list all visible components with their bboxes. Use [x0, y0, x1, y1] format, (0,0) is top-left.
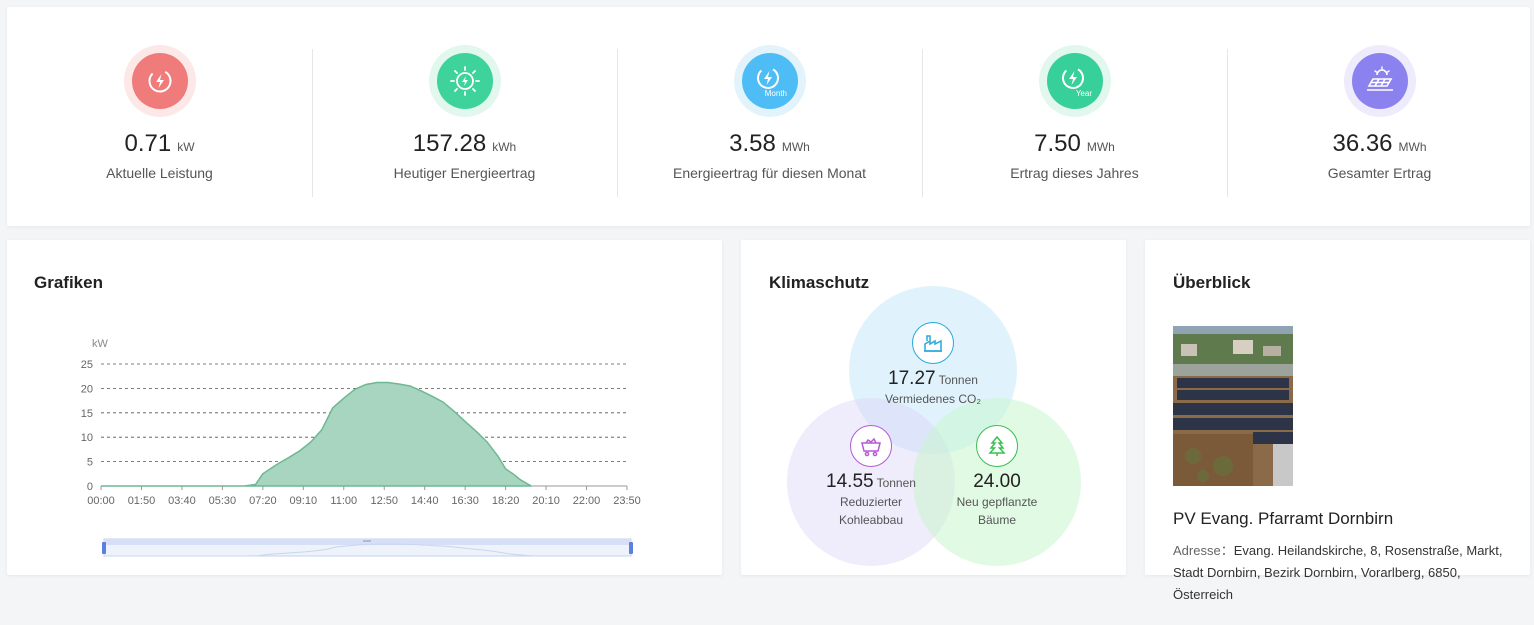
month-power-icon: Month	[741, 53, 798, 109]
kpi-current-power: 0.71 kW Aktuelle Leistung	[7, 7, 312, 226]
y-tick-label: 10	[81, 432, 93, 444]
co2-stat: 17.27 Tonnen Vermiedenes CO₂	[863, 322, 1003, 408]
kpi-value: 7.50	[1034, 130, 1081, 157]
kpi-label: Heutiger Energieertrag	[393, 165, 536, 181]
site-name: PV Evang. Pfarramt Dornbirn	[1173, 509, 1394, 528]
chart-card: Grafiken 0 5 10 15 20 25 00:00 01:50 03:40 05:30 0…	[7, 240, 722, 575]
x-tick-label: 07:20	[249, 495, 277, 507]
co2-unit: Tonnen	[938, 373, 978, 387]
x-tick-label: 16:30	[451, 495, 479, 507]
x-tick-label: 14:40	[411, 495, 439, 507]
divider	[922, 49, 923, 197]
sun-power-icon	[436, 53, 493, 109]
divider	[617, 49, 618, 197]
power-area-chart[interactable]: 0 5 10 15 20 25 00:00 01:50 03:40 05:30 07:20 09:10…	[7, 240, 722, 575]
y-tick-label: 0	[87, 481, 93, 493]
kpi-value: 3.58	[729, 130, 776, 157]
kpi-label: Aktuelle Leistung	[106, 165, 213, 181]
coal-value: 14.55	[826, 471, 874, 492]
year-power-icon: Year	[1046, 53, 1103, 109]
overview-card-title: Überblick	[1173, 273, 1251, 292]
trees-value: 24.00	[973, 471, 1021, 492]
kpi-label: Ertrag dieses Jahres	[1010, 165, 1139, 181]
x-tick-label: 03:40	[168, 495, 196, 507]
x-tick-label: 05:30	[209, 495, 237, 507]
x-tick-label: 12:50	[370, 495, 398, 507]
coal-stat: 14.55 Tonnen Reduzierter Kohleabbau	[803, 425, 939, 529]
x-tick-label: 20:10	[532, 495, 560, 507]
kpi-value: 157.28	[412, 130, 487, 157]
zoom-preview-series	[104, 543, 536, 557]
overview-card: Überblick PV Evang. Pfarramt Dornbirn Ad…	[1145, 240, 1530, 602]
y-axis-label: kW	[92, 338, 109, 350]
kpi-value: 0.71	[124, 130, 172, 157]
kpi-unit: MWh	[1398, 140, 1427, 154]
power-icon	[131, 53, 188, 109]
coal-cart-icon	[850, 425, 892, 467]
y-tick-label: 15	[81, 408, 93, 420]
kpi-label: Gesamter Ertrag	[1327, 165, 1432, 181]
climate-card-title: Klimaschutz	[769, 273, 870, 292]
kpi-unit: MWh	[1086, 140, 1115, 154]
kpi-total-yield: 36.36 MWh Gesamter Ertrag	[1227, 7, 1532, 226]
co2-value: 17.27	[888, 368, 936, 389]
zoom-drag-grip[interactable]	[363, 540, 371, 542]
zoom-handle-left[interactable]	[102, 542, 106, 554]
site-address: Adresse：Evang. Heilandskirche, 8, Rosens…	[1173, 540, 1513, 606]
trees-stat: 24.00 Neu gepflanzte Bäume	[929, 425, 1065, 529]
kpi-icon-ring	[123, 45, 196, 117]
kpi-month-energy: Month 3.58 MWh Energieertrag für diesen M…	[617, 7, 922, 226]
x-tick-label: 18:20	[492, 495, 520, 507]
data-zoom-slider[interactable]	[102, 538, 633, 557]
x-tick-label: 23:50	[613, 495, 641, 507]
trees-label-line1: Neu gepflanzte	[956, 495, 1038, 509]
x-tick-label: 00:00	[87, 495, 115, 507]
solar-panel-icon	[1351, 53, 1408, 109]
month-icon-text: Month	[764, 89, 786, 98]
coal-label-line2: Kohleabbau	[838, 513, 904, 527]
coal-unit: Tonnen	[876, 476, 916, 490]
power-area-series	[101, 381, 532, 487]
divider	[1227, 49, 1228, 197]
x-tick-label: 22:00	[573, 495, 601, 507]
kpi-icon-ring: Year	[1038, 45, 1111, 117]
y-tick-label: 20	[81, 383, 93, 395]
kpi-label: Energieertrag für diesen Monat	[673, 165, 866, 181]
coal-label-line1: Reduzierter	[839, 495, 903, 509]
factory-icon	[912, 322, 954, 364]
divider	[312, 49, 313, 197]
kpi-year-energy: Year 7.50 MWh Ertrag dieses Jahres	[922, 7, 1227, 226]
x-tick-label: 11:00	[330, 495, 357, 507]
kpi-today-energy: 157.28 kWh Heutiger Energieertrag	[312, 7, 617, 226]
kpi-unit: MWh	[781, 140, 810, 154]
kpi-unit: kWh	[492, 140, 517, 154]
chart-card-title: Grafiken	[34, 273, 103, 292]
year-icon-text: Year	[1075, 89, 1092, 98]
kpi-value: 36.36	[1332, 130, 1393, 157]
climate-card: Klimaschutz 17.27 Tonnen Vermiedenes CO₂ …	[741, 240, 1126, 575]
x-tick-label: 01:50	[128, 495, 156, 507]
address-text: Evang. Heilandskirche, 8, Rosenstraße, M…	[1173, 543, 1503, 602]
y-tick-label: 25	[81, 359, 93, 371]
kpi-icon-ring	[428, 45, 501, 117]
kpi-icon-ring: Month	[733, 45, 806, 117]
x-tick-label: 09:10	[290, 495, 318, 507]
co2-label: Vermiedenes CO₂	[884, 392, 982, 406]
kpi-unit: kW	[177, 140, 195, 154]
site-photo[interactable]	[1173, 326, 1293, 486]
y-tick-label: 5	[87, 457, 93, 469]
kpi-icon-ring	[1343, 45, 1416, 117]
address-label: Adresse：	[1173, 543, 1234, 558]
zoom-handle-right[interactable]	[629, 542, 633, 554]
trees-label-line2: Bäume	[977, 513, 1017, 527]
tree-icon	[976, 425, 1018, 467]
kpi-summary-card: 0.71 kW Aktuelle Leistung 157.28 kWh Heuti…	[7, 7, 1530, 226]
